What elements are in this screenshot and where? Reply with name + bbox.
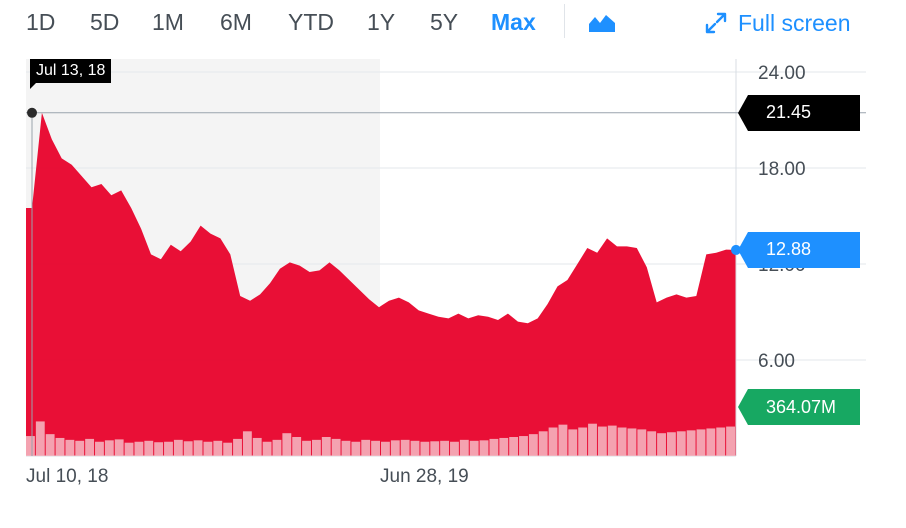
volume-bar [420, 441, 430, 456]
volume-bar [114, 439, 124, 456]
range-max-button[interactable]: Max [491, 9, 536, 35]
mountain-chart-icon[interactable] [588, 11, 616, 33]
last-price-tag: 12.88 [738, 231, 860, 268]
volume-bar [538, 431, 548, 456]
volume-bar [617, 427, 627, 456]
volume-bar [302, 440, 311, 456]
volume-bar [509, 437, 519, 456]
volume-bar [666, 432, 676, 456]
volume-bar [351, 441, 361, 456]
range-ytd-button[interactable]: YTD [288, 9, 334, 35]
volume-bar [558, 424, 568, 456]
volume-bar [262, 441, 272, 456]
volume-bar [657, 433, 666, 456]
toolbar-divider [564, 4, 565, 38]
volume-bar [134, 441, 144, 456]
volume-bar [65, 439, 75, 456]
volume-bar [282, 433, 292, 456]
volume-bar [124, 442, 134, 456]
volume-bar [726, 426, 735, 456]
volume-bar [321, 437, 331, 456]
volume-bar [459, 439, 469, 456]
volume-bar [499, 437, 509, 456]
volume-bar [597, 426, 607, 456]
volume-bar [716, 427, 726, 456]
volume-bar [85, 438, 95, 456]
range-1y-button[interactable]: 1Y [367, 9, 396, 35]
volume-tag: 364.07M [738, 389, 860, 425]
volume-bar [686, 430, 696, 456]
crosshair-price-tag: 21.45 [738, 94, 860, 131]
volume-bar [223, 442, 233, 456]
volume-bar [55, 437, 65, 456]
volume-bar [45, 434, 55, 456]
volume-bar [469, 440, 479, 456]
volume-bar [242, 431, 252, 456]
crosshair-date-label: Jul 13, 18 [30, 59, 112, 89]
y-tick-label: 24.00 [758, 63, 806, 84]
volume-bar [676, 431, 686, 456]
volume-bar [233, 438, 242, 456]
volume-bar [489, 438, 499, 456]
volume-bar [479, 440, 489, 456]
volume-bars [26, 421, 735, 456]
volume-bar [361, 439, 371, 456]
volume-bar [578, 427, 588, 456]
fullscreen-button[interactable]: Full screen [704, 8, 850, 38]
volume-bar [292, 437, 302, 456]
volume-bar [390, 440, 400, 456]
volume-bar [588, 423, 597, 456]
volume-bar [519, 436, 528, 456]
volume-bar [647, 431, 657, 456]
range-1d-button[interactable]: 1D [26, 9, 56, 35]
volume-bar [173, 439, 183, 456]
y-tick-label: 6.00 [758, 351, 795, 372]
volume-bar [548, 427, 558, 456]
price-area [26, 112, 736, 457]
volume-bar [95, 441, 104, 456]
volume-bar [400, 439, 410, 456]
volume-bar [26, 436, 35, 456]
x-tick-label: Jun 28, 19 [380, 466, 469, 487]
volume-bar [164, 441, 173, 456]
x-tick-label: Jul 10, 18 [26, 466, 108, 487]
volume-bar [193, 440, 203, 456]
crosshair-point [27, 107, 37, 118]
volume-bar [627, 428, 637, 456]
volume-bar [213, 440, 223, 456]
volume-bar [311, 439, 321, 456]
range-5d-button[interactable]: 5D [90, 9, 120, 35]
volume-bar [410, 440, 420, 456]
volume-bar [440, 440, 450, 456]
volume-bar [75, 440, 85, 456]
volume-bar [331, 438, 341, 456]
volume-bar [528, 434, 538, 456]
volume-bar [381, 441, 390, 456]
volume-bar [272, 439, 282, 456]
volume-bar [706, 428, 716, 456]
volume-bar [696, 429, 706, 456]
volume-bar [104, 440, 114, 456]
volume-bar [183, 441, 193, 456]
volume-bar [568, 429, 578, 456]
volume-bar [430, 441, 440, 456]
volume-bar [607, 425, 617, 456]
y-tick-label: 18.00 [758, 159, 806, 180]
volume-bar [203, 441, 213, 456]
volume-bar [154, 442, 164, 456]
volume-bar [144, 440, 154, 456]
volume-bar [450, 441, 459, 456]
volume-bar [35, 421, 45, 456]
range-6m-button[interactable]: 6M [220, 9, 252, 35]
volume-bar [371, 440, 380, 456]
volume-bar [341, 440, 351, 456]
range-1m-button[interactable]: 1M [152, 9, 184, 35]
fullscreen-label: Full screen [738, 9, 851, 36]
range-5y-button[interactable]: 5Y [430, 9, 459, 35]
volume-bar [637, 429, 647, 456]
volume-bar [252, 437, 262, 456]
expand-arrows-icon [705, 12, 727, 34]
range-toolbar: 1D 5D 1M 6M YTD 1Y 5Y Max Full screen [0, 0, 906, 46]
